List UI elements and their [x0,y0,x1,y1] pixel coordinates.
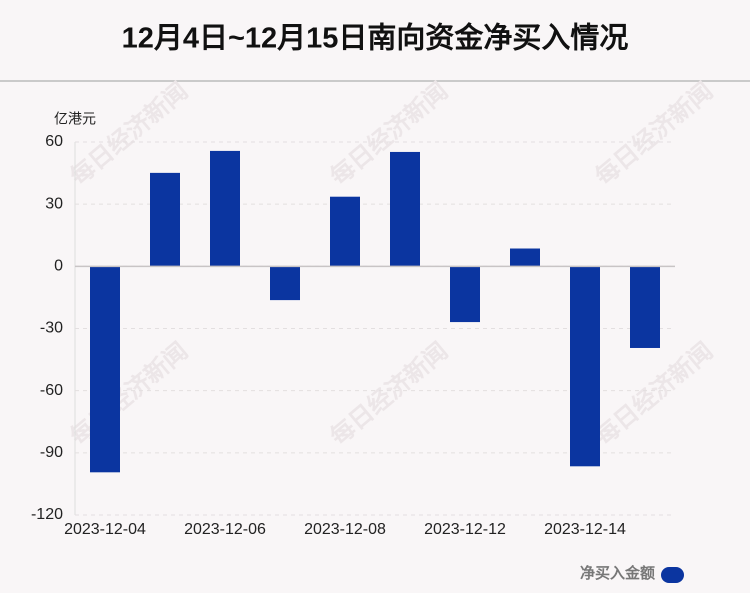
bar [450,266,480,323]
x-tick-label: 2023-12-06 [184,521,266,538]
x-tick-label: 2023-12-04 [64,521,146,538]
bar [630,266,660,348]
bar [270,266,300,301]
bar [150,172,180,267]
bar [570,266,600,467]
y-tick-label: -30 [40,320,63,337]
x-tick-label: 2023-12-12 [424,521,506,538]
y-axis-unit: 亿港元 [54,111,96,127]
y-tick-label: 60 [45,133,63,150]
y-tick-label: 0 [54,258,63,275]
y-tick-label: -90 [40,444,63,461]
chart-title: 12月4日~12月15日南向资金净买入情况 [122,21,629,55]
bar [330,196,360,267]
legend-label: 净买入金额 [580,564,655,582]
bar [210,150,240,267]
x-tick-label: 2023-12-08 [304,521,386,538]
legend-swatch [661,567,684,583]
bar [510,248,540,267]
bar [390,151,420,267]
bar [90,266,120,473]
y-tick-label: 30 [45,195,63,212]
x-tick-label: 2023-12-14 [544,521,626,538]
y-tick-label: -60 [40,382,63,399]
y-tick-label: -120 [31,506,63,523]
